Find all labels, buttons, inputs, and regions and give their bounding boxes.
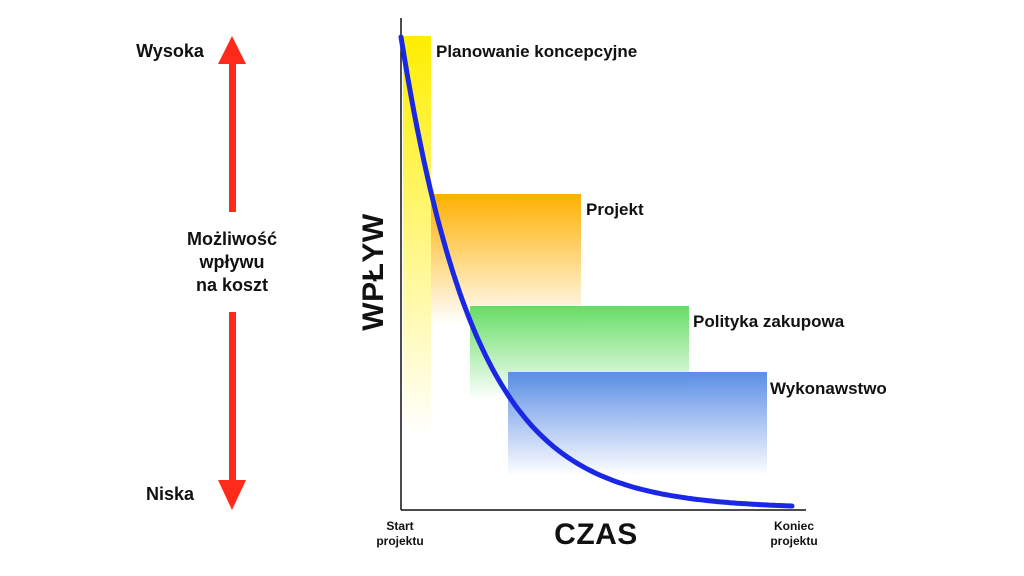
impact-curve <box>398 34 795 509</box>
x-axis-label: CZAS <box>554 518 638 551</box>
cost-influence-line-3: na koszt <box>196 275 268 295</box>
phase-block-concept <box>403 36 431 436</box>
arrow-up-head <box>218 36 246 64</box>
arrow-down-head <box>218 480 246 510</box>
y-axis-label: WPŁYW <box>357 213 390 331</box>
phase-label-construction: Wykonawstwo <box>770 379 887 398</box>
arrow-lower-shaft <box>229 312 236 482</box>
arrow-upper-shaft <box>229 62 236 212</box>
phase-label-concept: Planowanie koncepcyjne <box>436 42 637 61</box>
cost-influence-line-2: wpływu <box>198 252 264 272</box>
influence-arrow <box>218 36 246 510</box>
low-label: Niska <box>146 484 195 504</box>
phase-block-design <box>431 194 581 324</box>
high-label: Wysoka <box>136 41 205 61</box>
project-end-label-2: projektu <box>770 534 817 548</box>
phase-block-construction <box>508 372 767 476</box>
project-start-label-1: Start <box>386 519 413 533</box>
project-end-label-1: Koniec <box>774 519 814 533</box>
project-start-label-2: projektu <box>376 534 423 548</box>
phase-label-procurement: Polityka zakupowa <box>693 312 845 331</box>
cost-influence-line-1: Możliwość <box>187 229 277 249</box>
phase-label-design: Projekt <box>586 200 644 219</box>
